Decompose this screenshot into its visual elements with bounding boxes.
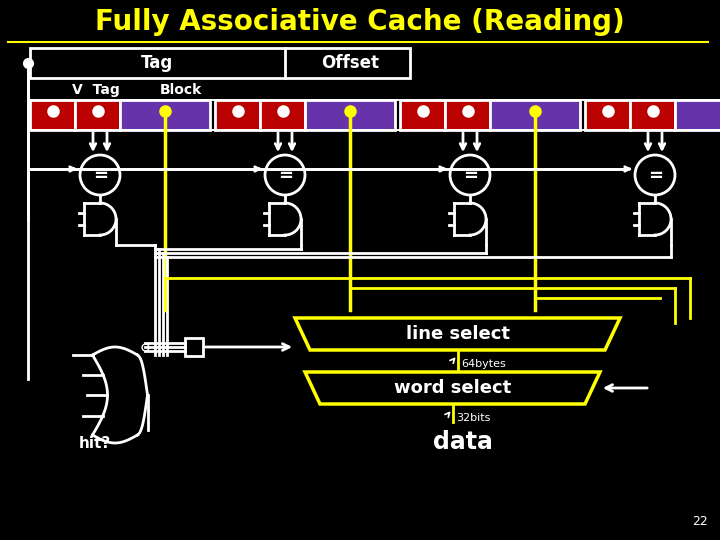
Bar <box>30 48 410 78</box>
Bar <box>215 100 260 130</box>
Bar <box>30 100 75 130</box>
Text: =: = <box>94 167 109 185</box>
Text: 22: 22 <box>692 515 708 528</box>
Text: hit?: hit? <box>79 435 111 450</box>
Text: 32bits: 32bits <box>456 413 491 423</box>
Text: word select: word select <box>394 379 511 397</box>
Bar <box>675 100 720 130</box>
Bar <box>260 100 305 130</box>
Text: Fully Associative Cache (Reading): Fully Associative Cache (Reading) <box>95 8 625 36</box>
Bar <box>75 100 120 130</box>
Text: =: = <box>464 167 479 185</box>
Text: =: = <box>279 167 294 185</box>
Text: line select: line select <box>405 325 510 343</box>
Bar <box>585 100 630 130</box>
Text: Offset: Offset <box>321 54 379 72</box>
Bar <box>185 338 203 356</box>
Bar <box>630 100 675 130</box>
Text: Block: Block <box>160 83 202 97</box>
Text: =: = <box>649 167 664 185</box>
Bar <box>445 100 490 130</box>
Text: V  Tag: V Tag <box>72 83 120 97</box>
Text: data: data <box>433 430 492 454</box>
Bar <box>490 100 580 130</box>
Bar <box>120 100 210 130</box>
Bar <box>400 100 445 130</box>
Text: Tag: Tag <box>141 54 173 72</box>
Text: 64bytes: 64bytes <box>462 359 506 369</box>
Bar <box>305 100 395 130</box>
